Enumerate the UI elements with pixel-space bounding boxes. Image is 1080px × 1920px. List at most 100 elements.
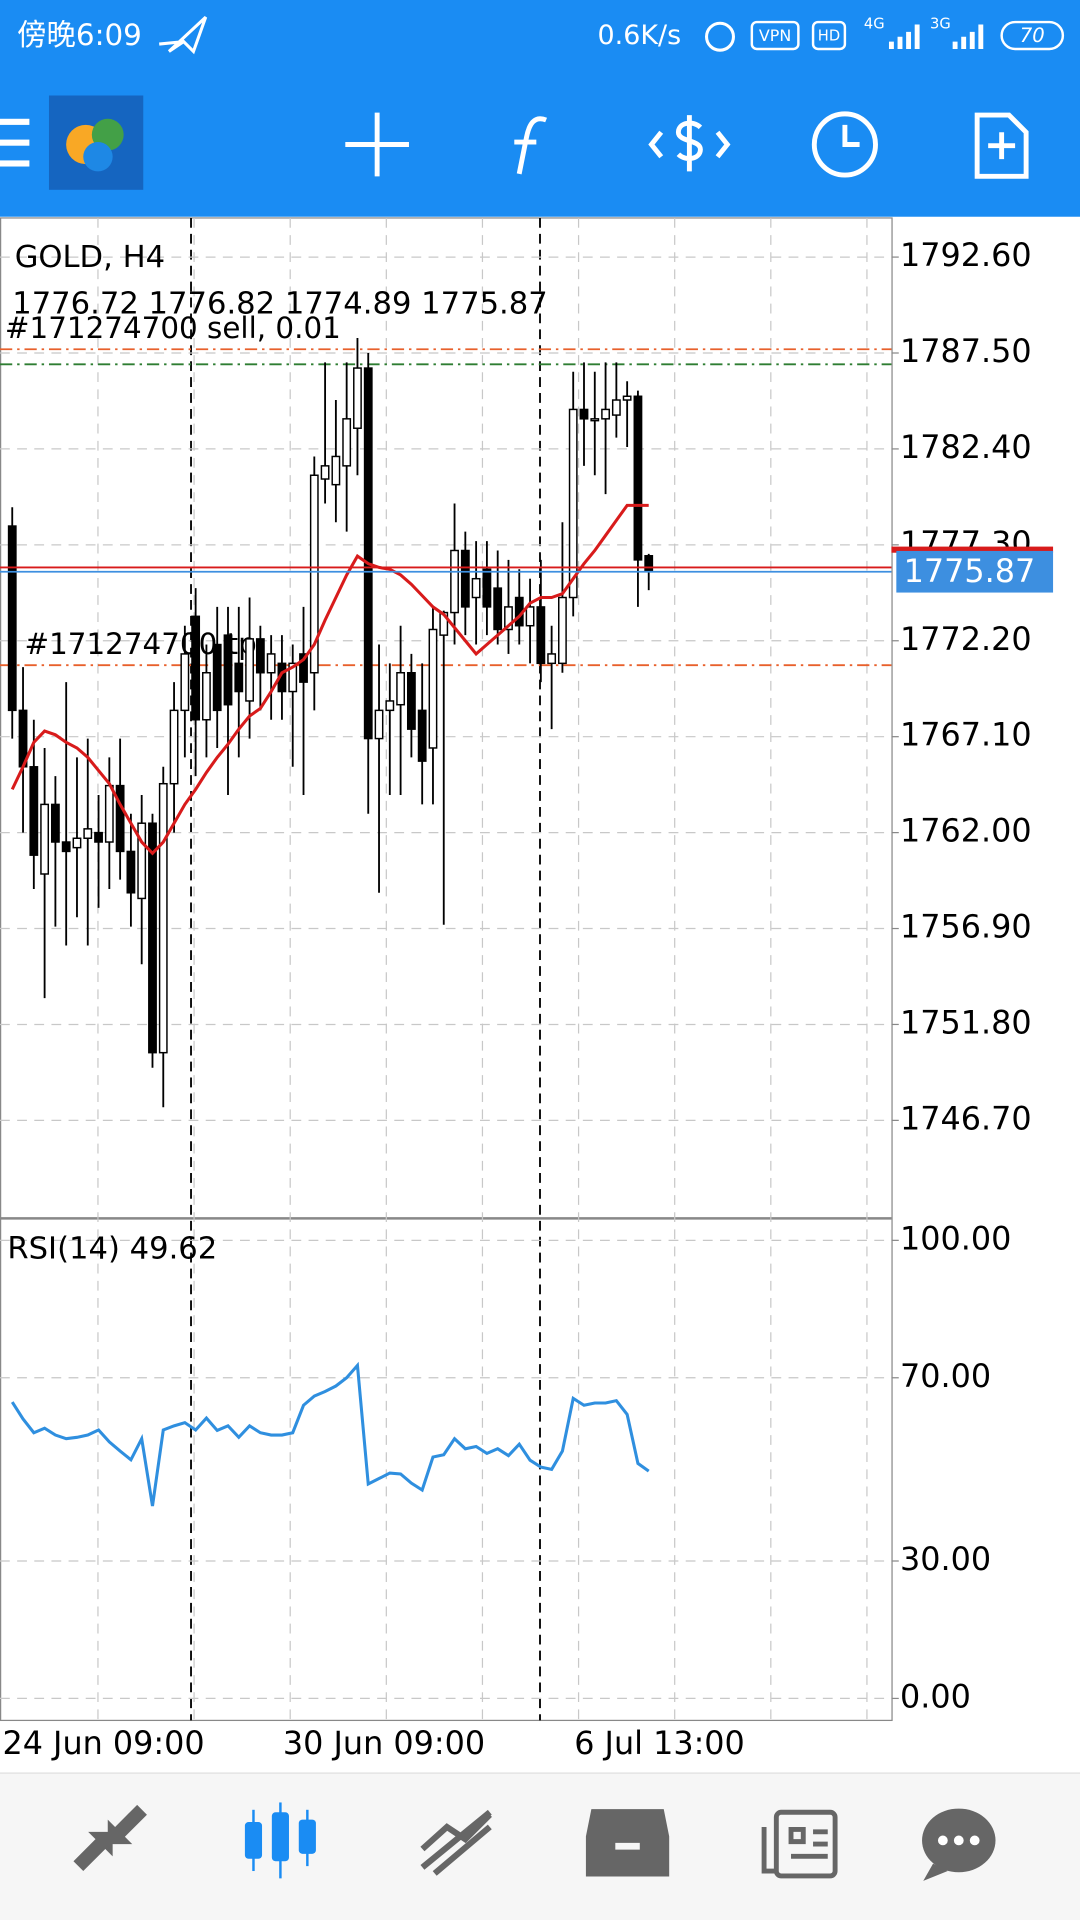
order-label: #171274700 sell, 0.01	[5, 311, 341, 345]
y-tick-label: 1751.80	[900, 1003, 1032, 1041]
bid-box	[896, 550, 1054, 593]
candle-body	[40, 803, 50, 875]
y-tick-label: 1767.10	[900, 716, 1032, 754]
vpn-box	[750, 20, 800, 51]
indicator-line	[10, 1361, 650, 1507]
candle-body	[61, 841, 71, 853]
candle-body	[158, 782, 168, 1054]
candle-body	[299, 653, 308, 683]
indicator-line	[10, 503, 649, 856]
battery-level: 70	[1020, 24, 1045, 47]
candle-body	[611, 399, 621, 416]
candle-body	[288, 662, 298, 693]
y-tick-label: 0.00	[900, 1677, 971, 1715]
candle-body	[450, 549, 459, 614]
candle-body	[363, 367, 373, 740]
bid-label: 1775.87	[904, 552, 1036, 590]
candle-body	[644, 555, 654, 573]
signal-2-label: 3G	[930, 15, 951, 32]
period-button[interactable]	[811, 111, 878, 178]
indicators-button[interactable]	[514, 116, 548, 175]
candle-body	[504, 606, 513, 631]
candle-body	[579, 408, 589, 420]
y-tick-label: 1772.20	[900, 620, 1032, 658]
candle-body	[342, 418, 352, 467]
candle-body	[558, 596, 567, 665]
candle-body	[471, 577, 481, 599]
news-tab[interactable]	[761, 1809, 838, 1879]
candle-body	[245, 638, 254, 702]
bottom-nav	[0, 1773, 1080, 1920]
vertical-grid	[97, 217, 868, 1721]
y-tick-label: 1762.00	[900, 812, 1032, 850]
candle-body	[320, 465, 330, 480]
candle-body	[104, 784, 114, 843]
candle-body	[396, 672, 406, 706]
chat-tab[interactable]	[922, 1808, 996, 1881]
send-icon	[159, 16, 208, 55]
ask-marker	[891, 546, 1054, 553]
candle-body	[72, 837, 82, 849]
candle-body	[331, 455, 341, 486]
vpn-label: VPN	[759, 26, 791, 45]
candle-body	[7, 525, 17, 712]
candle-body	[83, 828, 93, 839]
candle-body	[94, 831, 103, 843]
candle-body	[374, 709, 384, 740]
candle-body	[525, 606, 535, 627]
candle-body	[601, 408, 610, 420]
x-tick-label: 24 Jun 09:00	[2, 1724, 204, 1762]
candle-body	[460, 549, 470, 608]
signal-2-bars	[952, 24, 984, 49]
history-tab[interactable]	[585, 1809, 670, 1877]
candle-body	[568, 408, 578, 599]
candle-body	[234, 662, 244, 693]
candle-body	[202, 672, 211, 721]
new-order-button[interactable]	[974, 112, 1029, 179]
candle-body	[266, 653, 276, 674]
candle-body	[536, 606, 546, 665]
signal-1-bars	[888, 24, 920, 49]
y-tick-label: 1787.50	[900, 332, 1032, 370]
candle-body	[223, 634, 233, 706]
y-tick-label: 1782.40	[900, 428, 1032, 466]
y-tick-label: 70.00	[900, 1357, 991, 1395]
candle-body	[590, 418, 600, 422]
app-logo[interactable]	[48, 95, 144, 190]
trade-button[interactable]	[648, 115, 731, 172]
hd-label: HD	[818, 28, 840, 45]
candle-body	[385, 700, 395, 712]
rsi-title: RSI(14) 49.62	[7, 1232, 217, 1267]
signal-1-label: 4G	[864, 15, 885, 32]
candle-body	[137, 822, 147, 900]
chart-tab[interactable]	[244, 1802, 316, 1879]
x-tick-label: 6 Jul 13:00	[574, 1724, 745, 1762]
ohlc-readout: 1776.72 1776.82 1774.89 1775.87	[12, 286, 548, 321]
status-time: 傍晚6:09	[17, 18, 142, 52]
candle-body	[212, 643, 222, 712]
crosshair-button[interactable]	[345, 112, 409, 177]
candle-body	[633, 395, 643, 561]
quotes-tab[interactable]	[73, 1804, 147, 1872]
trade-tab[interactable]	[420, 1809, 492, 1876]
candle-body	[169, 709, 179, 785]
y-tick-label: 1756.90	[900, 908, 1032, 946]
hd-box	[811, 20, 847, 51]
candle-body	[191, 615, 201, 721]
candle-body	[547, 653, 557, 665]
candle-body	[126, 850, 136, 894]
net-speed: 0.6K/s	[598, 20, 682, 51]
y-tick-label: 30.00	[900, 1540, 991, 1578]
app-bar	[0, 0, 1080, 217]
candle-body	[406, 672, 416, 730]
y-tick-label: 100.00	[900, 1219, 1011, 1257]
candle-body	[353, 367, 362, 429]
menu-button[interactable]	[0, 118, 30, 167]
candle-body	[439, 611, 449, 636]
candle-body	[29, 766, 39, 856]
candle-body	[180, 653, 190, 712]
chart-frame	[0, 217, 893, 1722]
candle-body	[417, 709, 427, 762]
